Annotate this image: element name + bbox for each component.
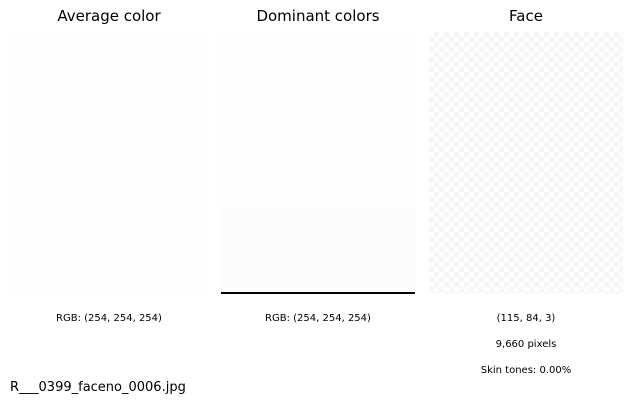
dominant-color-band-1 (221, 32, 415, 208)
average-color-title: Average color (57, 7, 161, 25)
face-title: Face (509, 7, 543, 25)
dominant-colors-panel (221, 32, 415, 294)
face-size-label: (115, 84, 3) (496, 313, 556, 324)
dominant-colors-title: Dominant colors (256, 7, 380, 25)
dominant-colors-baseline (221, 292, 415, 294)
face-image (429, 32, 623, 294)
dominant-color-band-2 (221, 208, 415, 292)
dominant-colors-rgb-label: RGB: (254, 254, 254) (265, 313, 371, 324)
average-color-swatch (12, 32, 206, 294)
average-color-rgb-label: RGB: (254, 254, 254) (56, 313, 162, 324)
image-filename: R___0399_faceno_0006.jpg (10, 380, 186, 395)
face-skin-tones-label: Skin tones: 0.00% (480, 365, 572, 376)
face-pixels-label: 9,660 pixels (495, 339, 557, 350)
